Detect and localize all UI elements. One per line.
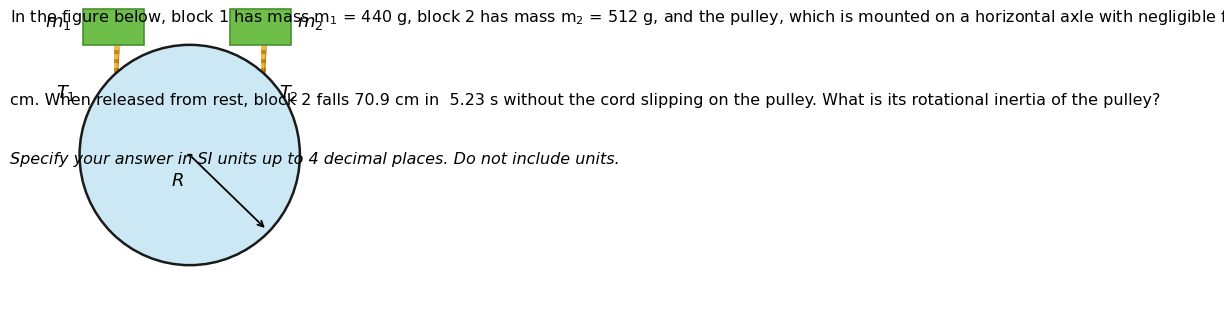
Text: $T_1$: $T_1$ xyxy=(56,83,76,103)
Text: $T_2$: $T_2$ xyxy=(279,83,299,103)
Circle shape xyxy=(187,154,192,156)
Text: cm. When released from rest, block 2 falls 70.9 cm in  5.23 s without the cord s: cm. When released from rest, block 2 fal… xyxy=(10,93,1160,108)
Text: In the figure below, block 1 has mass m$_1$ = 440 g, block 2 has mass m$_2$ = 51: In the figure below, block 1 has mass m$… xyxy=(10,8,1224,27)
Text: $m_2$: $m_2$ xyxy=(297,14,323,32)
Text: Specify your answer in SI units up to 4 decimal places. Do not include units.: Specify your answer in SI units up to 4 … xyxy=(10,152,619,167)
Bar xyxy=(83,9,144,45)
Text: $m_1$: $m_1$ xyxy=(44,14,71,32)
Bar xyxy=(230,9,291,45)
Ellipse shape xyxy=(80,45,300,265)
Text: $R$: $R$ xyxy=(171,172,184,190)
